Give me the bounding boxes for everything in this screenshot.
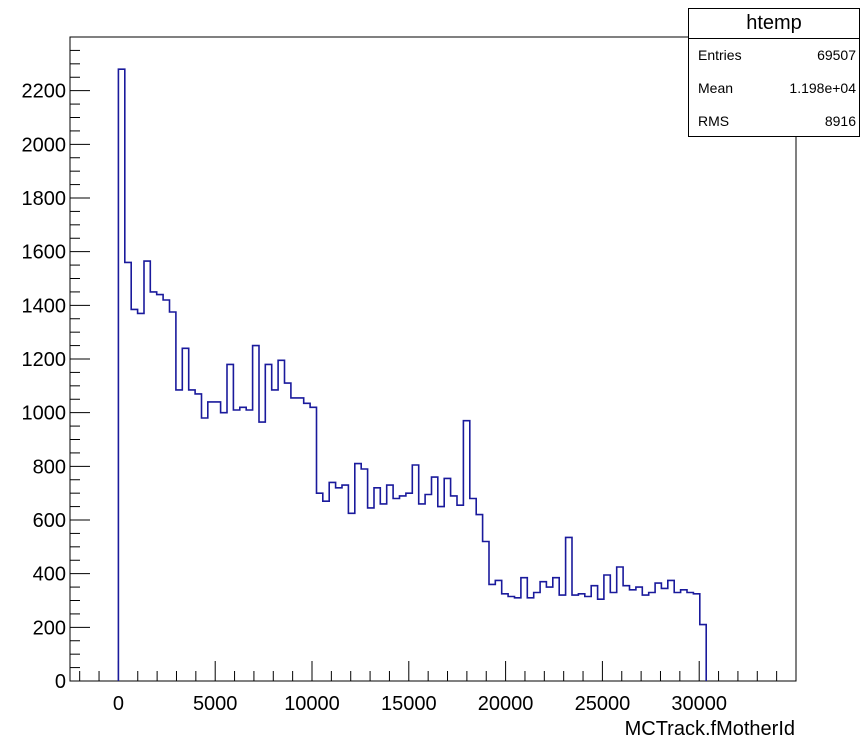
x-tick-label: 30000 — [671, 693, 727, 715]
axis-tick-labels: 0 200 400 600 800 1000 1200 1400 1600 1800 2000 220… — [22, 81, 728, 715]
stats-label: Mean — [698, 80, 734, 96]
x-tick-label: 15000 — [381, 693, 437, 715]
y-tick-label: 400 — [33, 564, 66, 586]
y-tick-label: 2000 — [22, 134, 67, 156]
x-tick-label: 25000 — [575, 693, 631, 715]
stats-value: 1.198e+04 — [789, 80, 856, 96]
x-tick-label: 20000 — [478, 693, 534, 715]
stats-title: htemp — [689, 9, 859, 39]
stats-label: Entries — [698, 47, 742, 63]
y-tick-label: 1600 — [22, 242, 67, 264]
stats-row-rms: RMS 8916 — [689, 105, 859, 138]
y-tick-label: 1800 — [22, 188, 67, 210]
histogram-line — [117, 68, 707, 681]
x-axis-title: MCTrack.fMotherId — [625, 718, 795, 740]
stats-row-entries: Entries 69507 — [689, 39, 859, 72]
stats-value: 8916 — [824, 113, 856, 129]
y-tick-label: 0 — [55, 671, 66, 693]
x-tick-label: 5000 — [193, 693, 238, 715]
y-tick-label: 2200 — [22, 81, 67, 103]
y-tick-label: 1200 — [22, 349, 67, 371]
stats-value: 69507 — [817, 47, 856, 63]
y-tick-label: 600 — [33, 510, 66, 532]
stats-row-mean: Mean 1.198e+04 — [689, 72, 859, 105]
stats-label: RMS — [698, 113, 730, 129]
y-tick-label: 800 — [33, 456, 66, 478]
y-tick-label: 1000 — [22, 403, 67, 425]
y-tick-label: 1400 — [22, 295, 67, 317]
stats-box: htemp Entries 69507 Mean 1.198e+04 RMS 8… — [688, 8, 860, 137]
x-tick-label: 0 — [113, 693, 124, 715]
x-tick-label: 10000 — [284, 693, 340, 715]
y-tick-label: 200 — [33, 617, 66, 639]
axis-ticks — [70, 36, 797, 682]
